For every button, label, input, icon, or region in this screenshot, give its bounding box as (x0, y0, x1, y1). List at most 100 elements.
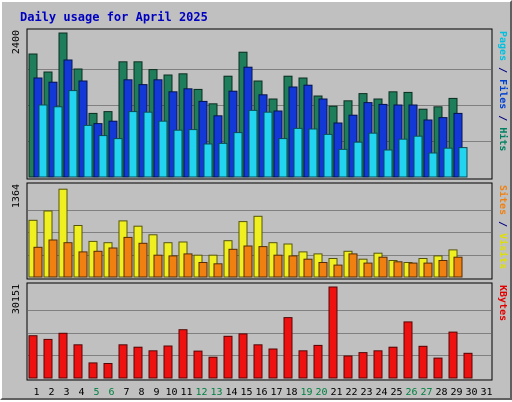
bar-pages-day-28 (443, 147, 453, 178)
bar-kbytes-day-14 (223, 335, 233, 379)
side-label-hits-files-pages: Pages / Files / Hits (497, 31, 509, 151)
bar-kbytes-day-11 (178, 329, 188, 379)
x-tick-label-day-3: 3 (63, 387, 69, 398)
side-label-kbytes: KBytes (497, 285, 508, 321)
bar-pages-day-9 (158, 120, 168, 178)
bar-pages-day-24 (383, 149, 393, 178)
bar-kbytes-day-9 (148, 350, 158, 379)
bar-sites-day-24 (378, 256, 388, 278)
bar-sites-day-12 (198, 262, 208, 278)
bar-kbytes-day-27 (418, 345, 428, 379)
bar-pages-day-13 (218, 142, 228, 178)
bar-pages-day-22 (353, 141, 363, 178)
bar-kbytes-day-29 (448, 331, 458, 379)
bar-pages-day-2 (53, 106, 63, 178)
bar-kbytes-day-8 (133, 346, 143, 379)
bar-sites-day-15 (243, 245, 253, 278)
ymax-label-hits-files-pages: 2400 (11, 30, 22, 54)
bar-sites-day-22 (348, 253, 358, 278)
x-tick-label-day-27: 27 (420, 387, 432, 398)
bar-sites-day-16 (258, 246, 268, 278)
bar-pages-day-16 (263, 111, 273, 178)
bar-pages-day-3 (68, 90, 78, 178)
x-tick-label-day-12: 12 (195, 387, 207, 398)
x-tick-label-day-5: 5 (93, 387, 99, 398)
bar-sites-day-18 (288, 255, 298, 278)
x-tick-label-day-31: 31 (480, 387, 492, 398)
bar-kbytes-day-13 (208, 356, 218, 379)
bar-files-day-29 (453, 112, 463, 178)
bar-pages-day-1 (38, 104, 48, 178)
bar-sites-day-23 (363, 262, 373, 278)
bar-pages-day-6 (113, 138, 123, 178)
x-tick-label-day-8: 8 (138, 387, 144, 398)
bar-kbytes-day-18 (283, 317, 293, 379)
bar-pages-day-26 (413, 135, 423, 178)
x-tick-label-day-23: 23 (360, 387, 372, 398)
bar-sites-day-28 (438, 260, 448, 278)
bar-pages-day-21 (338, 148, 348, 178)
bar-pages-day-19 (308, 128, 318, 178)
side-label-part-kbytes-0: KBytes (497, 285, 508, 321)
bar-sites-day-21 (333, 264, 343, 278)
bar-sites-day-9 (153, 254, 163, 278)
bar-kbytes-day-15 (238, 333, 248, 379)
x-tick-label-day-24: 24 (375, 387, 387, 398)
bar-sites-day-2 (48, 239, 58, 278)
bar-sites-day-1 (33, 246, 43, 278)
x-tick-label-day-30: 30 (465, 387, 477, 398)
bar-sites-day-29 (453, 256, 463, 278)
x-tick-label-day-20: 20 (315, 387, 327, 398)
bar-pages-day-8 (143, 111, 153, 178)
bar-kbytes-day-1 (28, 335, 38, 379)
bar-sites-day-26 (408, 262, 418, 278)
bar-kbytes-day-16 (253, 344, 263, 379)
bar-kbytes-day-24 (373, 350, 383, 379)
bar-pages-day-14 (233, 132, 243, 178)
ymax-label-visits-sites: 1364 (11, 184, 22, 208)
bar-sites-day-11 (183, 253, 193, 278)
bar-visits-day-4 (73, 225, 83, 278)
chart-title: Daily usage for April 2025 (20, 10, 208, 24)
bar-kbytes-day-3 (58, 332, 68, 379)
bar-sites-day-14 (228, 248, 238, 278)
bar-pages-day-27 (428, 152, 438, 178)
bar-pages-day-7 (128, 111, 138, 178)
bar-kbytes-day-26 (403, 321, 413, 379)
bar-sites-day-13 (213, 263, 223, 278)
side-label-part-hits-files-pages-4: Hits (497, 127, 509, 151)
x-tick-label-day-10: 10 (165, 387, 177, 398)
side-label-visits-sites: Sites / Visits (497, 185, 509, 269)
bar-kbytes-day-21 (328, 286, 338, 379)
bar-files-day-12 (198, 100, 208, 178)
bar-sites-day-7 (123, 236, 133, 278)
bar-kbytes-day-30 (463, 352, 473, 379)
bar-pages-day-10 (173, 129, 183, 178)
bar-kbytes-day-10 (163, 345, 173, 379)
bar-kbytes-day-23 (358, 352, 368, 379)
bar-kbytes-day-17 (268, 348, 278, 379)
bar-sites-day-20 (318, 262, 328, 278)
bar-kbytes-day-25 (388, 346, 398, 379)
x-tick-label-day-11: 11 (180, 387, 192, 398)
x-tick-label-day-19: 19 (300, 387, 312, 398)
bar-pages-day-12 (203, 143, 213, 178)
side-label-part-visits-sites-0: Sites (497, 185, 509, 215)
bar-kbytes-day-2 (43, 338, 53, 379)
bar-kbytes-day-12 (193, 350, 203, 379)
x-tick-label-day-29: 29 (450, 387, 462, 398)
x-tick-label-day-22: 22 (345, 387, 357, 398)
side-label-part-visits-sites-2: Visits (497, 233, 509, 269)
bar-kbytes-day-5 (88, 362, 98, 379)
x-tick-label-day-1: 1 (33, 387, 39, 398)
x-tick-label-day-9: 9 (153, 387, 159, 398)
bar-sites-day-5 (93, 250, 103, 278)
bar-pages-day-23 (368, 132, 378, 178)
bar-kbytes-day-22 (343, 355, 353, 379)
bar-sites-day-27 (423, 262, 433, 278)
bar-sites-day-25 (393, 261, 403, 278)
bar-kbytes-day-28 (433, 357, 443, 379)
bar-sites-day-3 (63, 242, 73, 278)
